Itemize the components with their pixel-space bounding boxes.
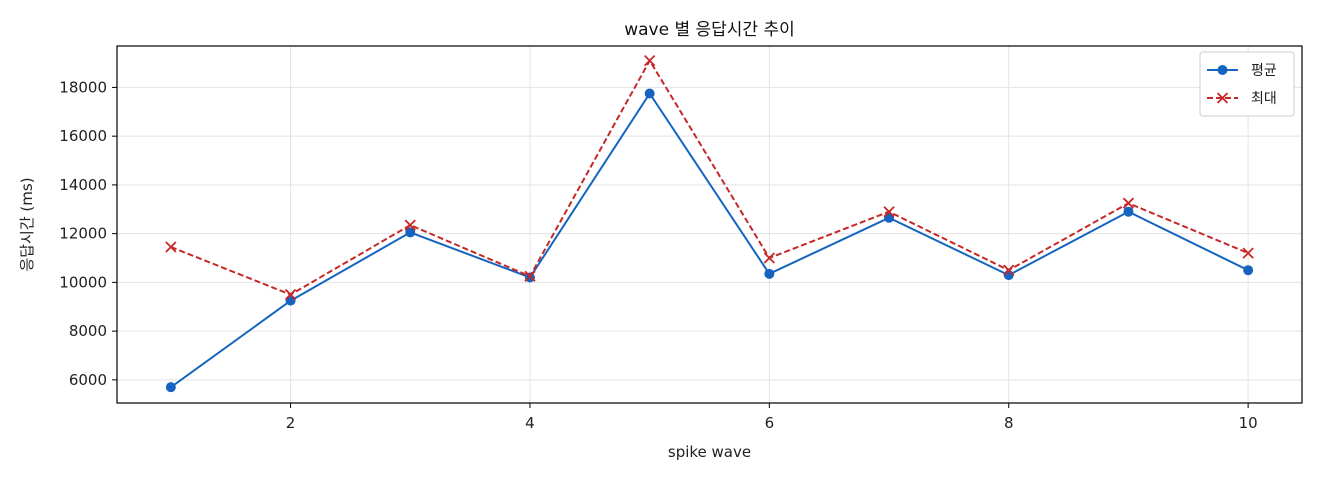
legend-marker — [1216, 92, 1229, 104]
series-2 — [165, 54, 1254, 301]
legend-item-1: 평균 — [1207, 63, 1277, 79]
legend-marker — [1217, 65, 1228, 75]
y-tick-label: 10000 — [59, 273, 107, 291]
x-tick-label: 8 — [1004, 414, 1014, 432]
chart-title: wave 별 응답시간 추이 — [624, 20, 795, 40]
tick-layer: 2 4 6 8 10 6000 8000 10000 12000 14000 16000 18000 — [59, 78, 1257, 432]
y-tick-label: 18000 — [59, 78, 107, 96]
x-axis-title: spike wave — [668, 443, 751, 461]
data-point — [165, 382, 176, 393]
data-point — [1122, 197, 1135, 209]
data-point — [1243, 265, 1254, 276]
data-point — [644, 54, 656, 67]
plot-area-frame — [116, 45, 1303, 404]
data-point — [764, 268, 775, 279]
x-tick-label: 10 — [1239, 414, 1258, 432]
data-point — [165, 241, 177, 253]
x-tick-label: 4 — [525, 414, 535, 432]
data-point — [284, 288, 297, 301]
legend-label: 최대 — [1251, 91, 1277, 107]
legend-item-2: 최대 — [1207, 91, 1277, 107]
series-1 — [165, 88, 1254, 393]
data-point — [1003, 270, 1014, 281]
series-layer — [165, 54, 1254, 393]
series-line — [170, 92, 1249, 389]
data-point — [524, 270, 536, 282]
data-point — [763, 252, 775, 264]
data-point — [1242, 247, 1254, 259]
y-tick-label: 12000 — [59, 225, 107, 243]
y-tick-label: 6000 — [69, 371, 107, 389]
data-point — [1123, 206, 1134, 217]
x-tick-label: 6 — [765, 414, 775, 432]
y-tick-label: 16000 — [59, 127, 107, 145]
legend-box — [1199, 51, 1295, 117]
data-point — [883, 206, 895, 218]
y-axis-title: 응답시간 (ms) — [18, 177, 36, 271]
data-point — [404, 219, 416, 231]
y-tick-label: 14000 — [59, 176, 107, 194]
x-tick-label: 2 — [286, 414, 296, 432]
y-tick-label: 8000 — [69, 322, 107, 340]
series-line — [170, 59, 1249, 296]
data-point — [1003, 264, 1015, 276]
data-point — [405, 227, 416, 238]
grid-layer — [117, 46, 1302, 403]
legend-label: 평균 — [1251, 63, 1277, 79]
data-point — [644, 88, 655, 99]
